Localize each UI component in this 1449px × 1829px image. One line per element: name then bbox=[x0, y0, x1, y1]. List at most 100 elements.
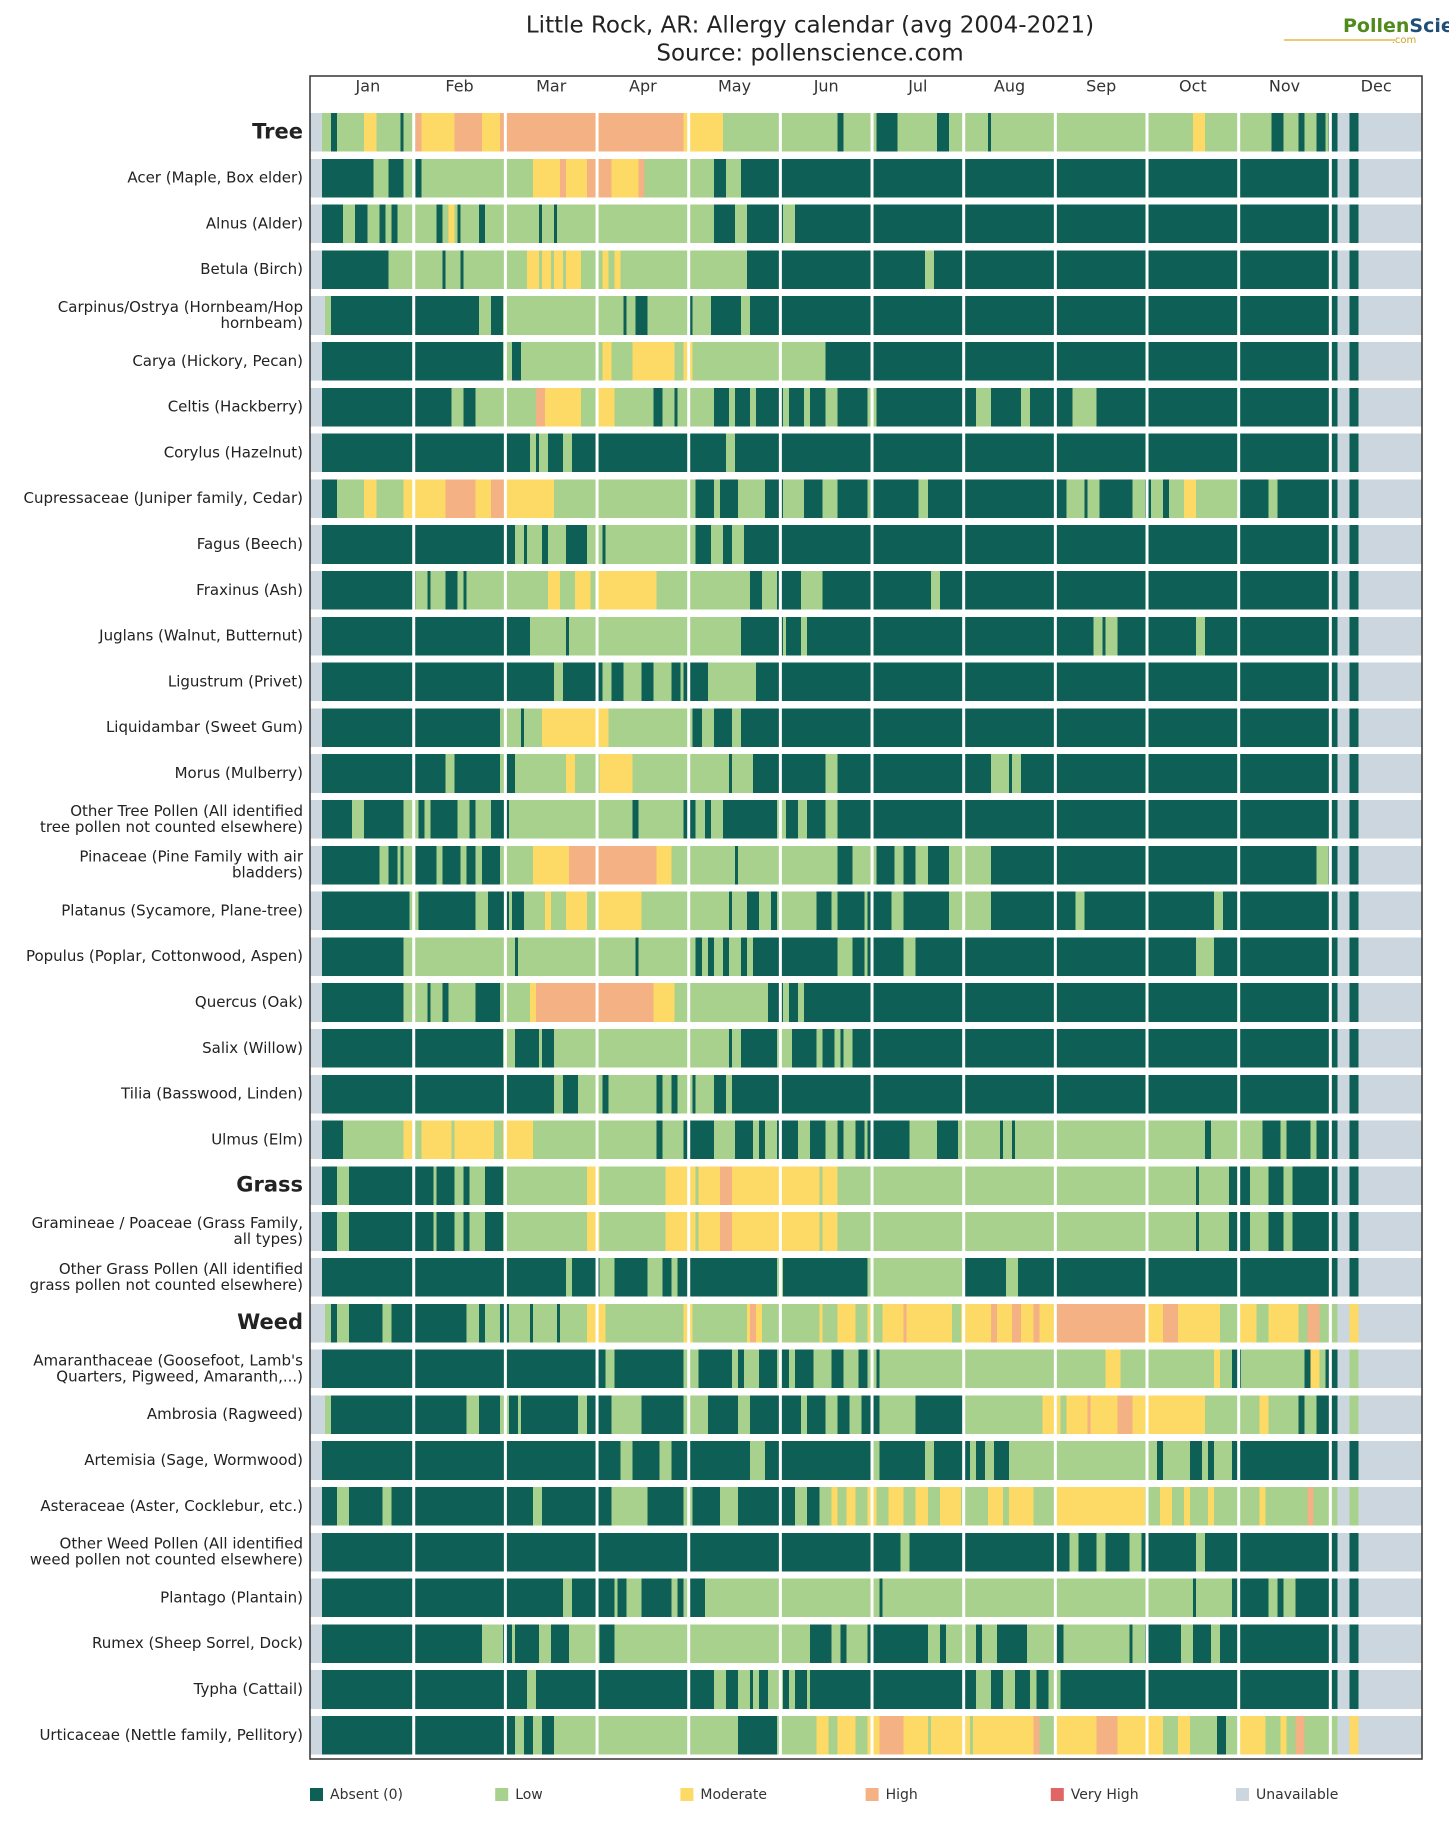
calendar-cell bbox=[743, 525, 1338, 564]
calendar-cell bbox=[599, 1624, 615, 1663]
calendar-cell bbox=[1268, 1212, 1284, 1251]
calendar-cell bbox=[728, 754, 732, 793]
calendar-cell bbox=[1358, 616, 1422, 656]
legend-swatch bbox=[1050, 1788, 1064, 1801]
calendar-cell bbox=[1349, 845, 1359, 885]
calendar-cell bbox=[1102, 616, 1106, 656]
calendar-cell bbox=[554, 1029, 729, 1068]
calendar-cell bbox=[367, 204, 380, 244]
calendar-cell bbox=[743, 1349, 760, 1389]
calendar-cell bbox=[819, 1212, 823, 1251]
calendar-cell bbox=[1325, 113, 1329, 152]
calendar-cell bbox=[825, 754, 838, 793]
calendar-cell bbox=[1298, 1303, 1308, 1343]
legend-label: Unavailable bbox=[1256, 1787, 1338, 1803]
calendar-cell bbox=[1030, 387, 1073, 427]
calendar-cell bbox=[322, 479, 338, 518]
calendar-cell bbox=[701, 708, 714, 747]
calendar-cell bbox=[789, 1670, 796, 1709]
calendar-cell bbox=[557, 204, 714, 244]
calendar-cell bbox=[1319, 1349, 1326, 1389]
calendar-cell bbox=[837, 1487, 847, 1526]
calendar-cell bbox=[1189, 1441, 1203, 1480]
calendar-cell bbox=[876, 113, 898, 152]
calendar-cell bbox=[502, 296, 624, 335]
calendar-cell bbox=[695, 479, 714, 518]
calendar-cell bbox=[695, 1212, 699, 1251]
calendar-cell bbox=[1060, 1670, 1338, 1709]
calendar-cell bbox=[1150, 479, 1163, 518]
calendar-cell bbox=[846, 1624, 868, 1663]
calendar-cell bbox=[713, 1120, 735, 1160]
calendar-cell bbox=[1337, 1074, 1350, 1114]
calendar-cell bbox=[337, 113, 365, 152]
calendar-cell bbox=[1349, 937, 1359, 976]
calendar-cell bbox=[514, 1624, 540, 1663]
calendar-cell bbox=[1337, 845, 1350, 885]
calendar-cell bbox=[1195, 1532, 1206, 1572]
calendar-cell bbox=[762, 571, 778, 610]
calendar-cell bbox=[310, 250, 323, 289]
calendar-cell bbox=[795, 1349, 814, 1389]
calendar-cell bbox=[430, 983, 443, 1022]
calendar-cell bbox=[692, 1487, 720, 1526]
calendar-cell bbox=[1316, 845, 1329, 885]
calendar-cell bbox=[1084, 479, 1088, 518]
calendar-cell bbox=[969, 1441, 976, 1480]
calendar-cell bbox=[602, 250, 609, 289]
calendar-cell bbox=[1337, 800, 1350, 839]
calendar-cell bbox=[436, 1166, 455, 1205]
calendar-cell bbox=[683, 1349, 699, 1389]
calendar-cell bbox=[343, 204, 356, 244]
calendar-cell bbox=[523, 708, 543, 747]
calendar-cell bbox=[867, 1120, 910, 1160]
legend-label: Low bbox=[515, 1787, 543, 1803]
calendar-cell bbox=[626, 1578, 642, 1618]
row-label: Grass bbox=[236, 1173, 303, 1197]
calendar-cell bbox=[939, 1487, 961, 1526]
calendar-cell bbox=[1337, 1532, 1350, 1572]
calendar-cell bbox=[876, 845, 895, 885]
calendar-cell bbox=[1198, 1212, 1230, 1251]
calendar-cell bbox=[1054, 1716, 1097, 1755]
calendar-cell bbox=[457, 800, 470, 839]
calendar-cell bbox=[412, 1120, 422, 1160]
calendar-cell bbox=[948, 891, 992, 931]
calendar-cell bbox=[837, 479, 868, 518]
calendar-cell bbox=[810, 1670, 976, 1709]
month-label: Nov bbox=[1269, 77, 1300, 96]
calendar-cell bbox=[1241, 1349, 1305, 1389]
calendar-cell bbox=[1189, 1487, 1209, 1526]
calendar-cell bbox=[325, 1303, 332, 1343]
calendar-cell bbox=[1358, 113, 1422, 152]
calendar-cell bbox=[734, 1120, 753, 1160]
calendar-cell bbox=[1316, 1395, 1338, 1434]
calendar-cell bbox=[674, 983, 769, 1022]
calendar-cell bbox=[599, 1166, 666, 1205]
calendar-cell bbox=[695, 800, 705, 839]
calendar-cell bbox=[789, 387, 805, 427]
calendar-cell bbox=[310, 158, 323, 198]
calendar-cell bbox=[581, 387, 597, 427]
calendar-cell bbox=[602, 662, 612, 702]
month-label: Jan bbox=[355, 77, 381, 96]
calendar-cell bbox=[1259, 1395, 1269, 1434]
calendar-cell bbox=[310, 1029, 323, 1068]
calendar-cell bbox=[1349, 1120, 1359, 1160]
calendar-cell bbox=[749, 571, 763, 610]
calendar-cell bbox=[1039, 1716, 1055, 1755]
calendar-cell bbox=[972, 1716, 1034, 1755]
calendar-cell bbox=[475, 983, 500, 1022]
calendar-cell bbox=[1349, 1212, 1359, 1251]
calendar-cell bbox=[1012, 1303, 1022, 1343]
row-label: Populus (Poplar, Cottonwood, Aspen) bbox=[26, 947, 303, 965]
calendar-cell bbox=[1358, 708, 1422, 747]
calendar-cell bbox=[825, 1120, 838, 1160]
calendar-cell bbox=[451, 1120, 455, 1160]
row-label: Artemisia (Sage, Wormwood) bbox=[84, 1451, 303, 1469]
calendar-cell bbox=[1358, 204, 1422, 244]
calendar-cell bbox=[1084, 891, 1215, 931]
legend-label: Absent (0) bbox=[330, 1787, 403, 1803]
calendar-cell bbox=[783, 983, 790, 1022]
calendar-cell bbox=[536, 433, 540, 473]
